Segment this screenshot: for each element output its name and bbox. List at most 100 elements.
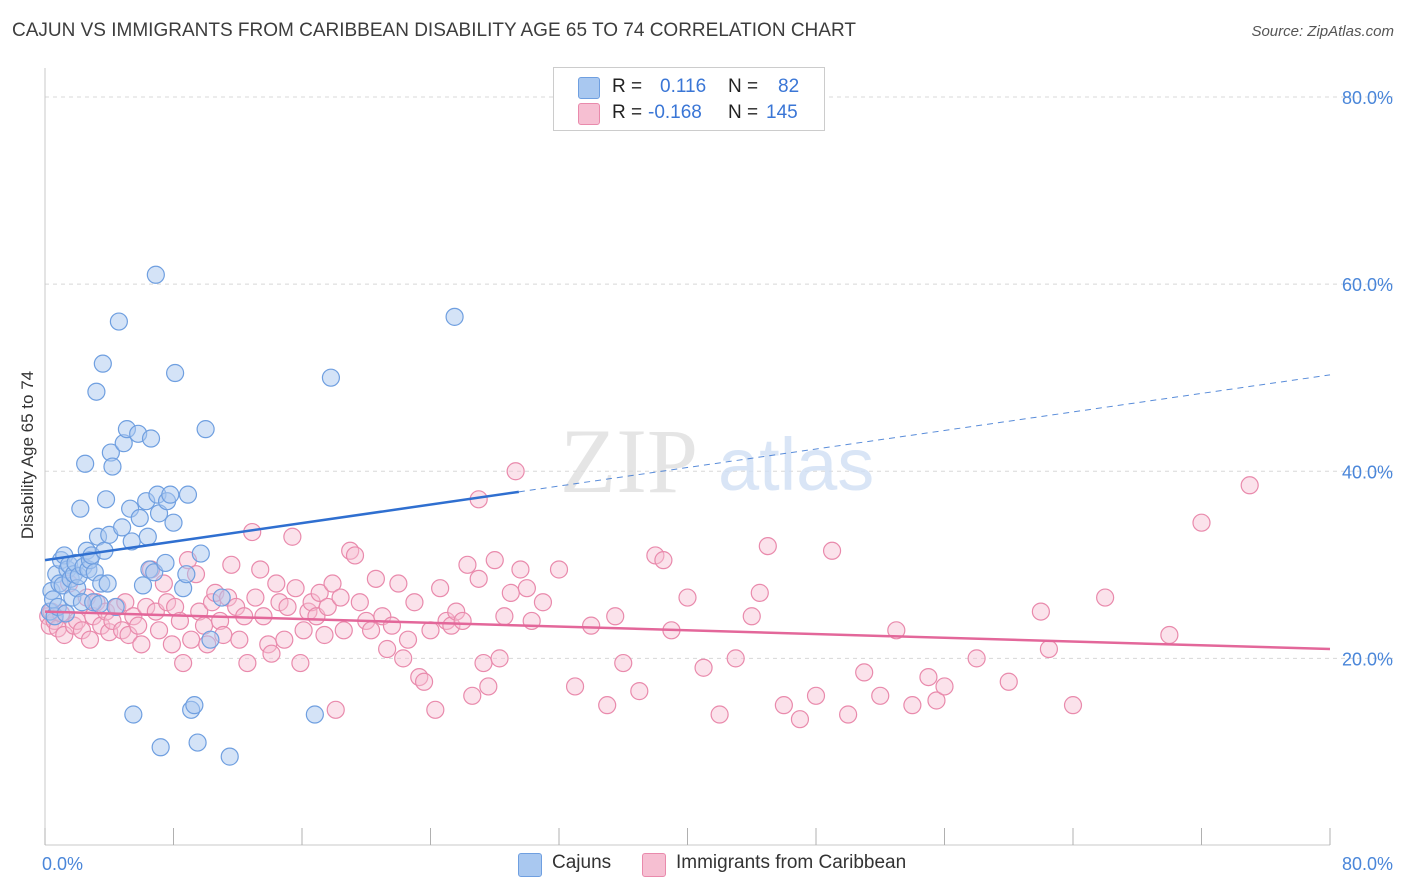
- caribbean-point: [278, 597, 297, 617]
- n-label: N =: [728, 102, 759, 123]
- caribbean-point: [378, 639, 397, 659]
- caribbean-point: [254, 607, 273, 626]
- caribbean-point: [331, 588, 350, 607]
- caribbean-point: [361, 621, 381, 640]
- source-credit: Source: ZipAtlas.com: [1251, 23, 1394, 40]
- cajun-point: [220, 747, 239, 766]
- caribbean-point: [262, 644, 281, 663]
- cajun-point: [87, 382, 106, 401]
- caribbean-point: [1031, 602, 1050, 621]
- caribbean-point: [694, 658, 713, 677]
- cajun-point: [188, 733, 207, 752]
- cajun-point: [109, 312, 128, 331]
- caribbean-point: [174, 653, 193, 673]
- x-tick-label: 80.0%: [1342, 854, 1393, 874]
- caribbean-point: [774, 696, 793, 715]
- trend-lines: [44, 374, 1331, 651]
- r-value: 0.116: [660, 76, 707, 97]
- cajuns-swatch: [578, 77, 600, 99]
- cajun-point: [161, 485, 180, 504]
- cajun-point: [98, 574, 117, 593]
- cajun-point: [156, 553, 175, 573]
- y-tick-label: 80.0%: [1342, 88, 1393, 108]
- caribbean-point: [511, 560, 530, 579]
- caribbean-point: [903, 696, 922, 715]
- caribbean-point: [871, 686, 890, 705]
- cajun-point: [138, 527, 157, 546]
- caribbean-point: [350, 593, 369, 612]
- cajun-point: [90, 595, 109, 614]
- caribbean-point: [935, 677, 954, 696]
- caribbean-point: [389, 574, 408, 593]
- cajun-point: [141, 429, 161, 448]
- caribbean-point: [294, 621, 313, 640]
- caribbean-point: [490, 649, 509, 668]
- r-label: R =: [612, 102, 643, 123]
- caribbean-point: [414, 672, 434, 691]
- n-value: 82: [778, 76, 800, 97]
- cajuns-swatch: [518, 853, 542, 877]
- caribbean-point: [345, 546, 365, 565]
- cajun-point: [146, 265, 165, 284]
- caribbean-point: [458, 555, 477, 574]
- caribbean-point: [326, 700, 345, 719]
- cajun-point: [177, 565, 196, 584]
- caribbean-point: [1160, 625, 1179, 645]
- caribbean-point: [726, 649, 745, 668]
- caribbean-point: [382, 616, 402, 635]
- cajun-point: [124, 705, 143, 724]
- cajun-point: [201, 630, 220, 649]
- caribbean-point: [485, 551, 504, 570]
- caribbean-point: [55, 625, 74, 645]
- caribbean-point: [1240, 476, 1259, 495]
- grid-lines: [45, 96, 1395, 659]
- y-tick-label: 60.0%: [1342, 275, 1393, 295]
- axes: [44, 68, 1331, 846]
- caribbean-point: [927, 691, 946, 710]
- y-tick-label: 20.0%: [1342, 649, 1393, 669]
- watermark-zip: ZIP: [560, 410, 698, 512]
- caribbean-point: [275, 630, 294, 649]
- caribbean-point: [630, 682, 649, 701]
- caribbean-point: [246, 588, 265, 607]
- caribbean-point: [182, 630, 201, 649]
- cajun-point: [151, 738, 170, 757]
- cajun-point: [321, 368, 341, 387]
- caribbean-point: [267, 574, 286, 593]
- caribbean-point: [119, 625, 138, 645]
- caribbean-point: [162, 635, 181, 654]
- caribbean-point: [967, 649, 986, 668]
- caribbean-point: [654, 551, 673, 570]
- caribbean-point: [405, 593, 424, 612]
- cajun-point: [130, 508, 149, 528]
- caribbean-point: [919, 667, 938, 687]
- caribbean-point: [517, 579, 536, 598]
- caribbean-point: [678, 588, 697, 607]
- caribbean-point: [251, 560, 270, 579]
- cajun-point: [212, 588, 231, 607]
- series-legend: Cajuns Immigrants from Caribbean: [0, 852, 1406, 878]
- caribbean-point: [806, 686, 826, 705]
- caribbean-swatch: [642, 853, 666, 877]
- cajun-point: [178, 485, 198, 504]
- caribbean-point: [614, 653, 633, 673]
- cajun-point: [76, 454, 95, 473]
- caribbean-point: [222, 555, 241, 574]
- cajun-point: [166, 363, 185, 383]
- caribbean-point: [565, 677, 585, 696]
- caribbean-point: [334, 621, 353, 640]
- caribbean-point: [398, 630, 418, 649]
- caribbean-point: [549, 560, 569, 579]
- caribbean-point: [149, 621, 169, 640]
- caribbean-point: [366, 569, 385, 588]
- n-label: N =: [728, 76, 759, 97]
- tick-labels: 20.0% 40.0% 60.0% 80.0% 0.0% 80.0%: [42, 88, 1393, 874]
- cajun-point: [445, 307, 464, 326]
- caribbean-point: [501, 583, 520, 602]
- caribbean-point: [80, 630, 100, 649]
- caribbean-point: [426, 700, 445, 719]
- caribbean-point: [315, 625, 334, 645]
- cajun-point: [96, 490, 116, 509]
- watermark-atlas: atlas: [718, 423, 874, 506]
